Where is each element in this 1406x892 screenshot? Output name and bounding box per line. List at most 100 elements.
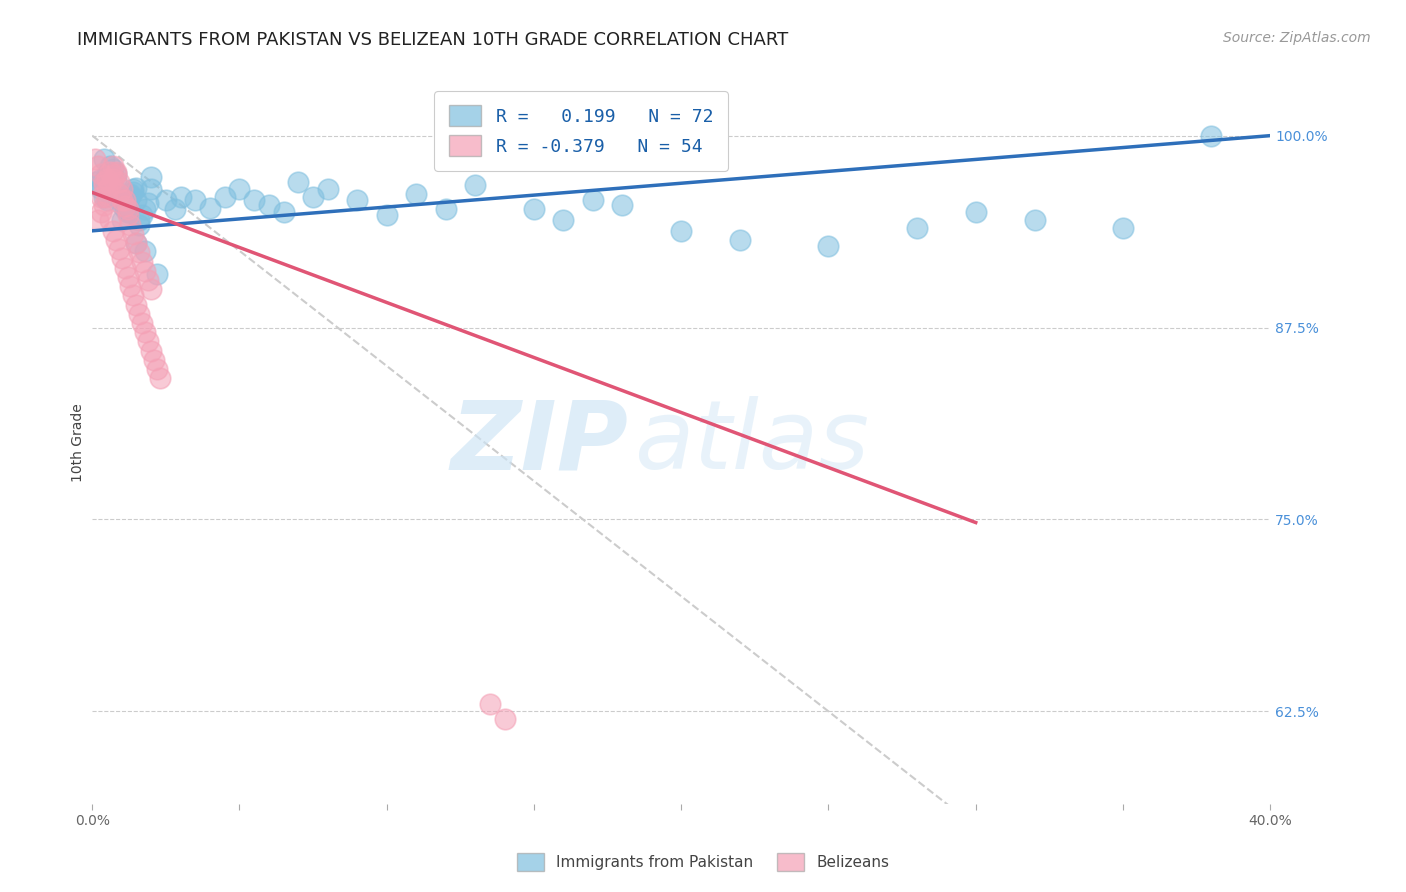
Point	[375, 209, 398, 223]
Point	[120, 279, 142, 293]
Point	[134, 244, 156, 258]
Point	[1201, 128, 1223, 143]
Point	[87, 178, 110, 192]
Point	[125, 236, 148, 251]
Point	[111, 182, 134, 196]
Point	[134, 264, 156, 278]
Point	[128, 245, 150, 260]
Point	[84, 152, 107, 166]
Point	[817, 239, 839, 253]
Point	[107, 186, 129, 201]
Point	[111, 213, 134, 227]
Point	[125, 181, 148, 195]
Point	[120, 188, 142, 202]
Point	[111, 193, 134, 207]
Point	[553, 213, 575, 227]
Point	[104, 233, 127, 247]
Point	[405, 186, 427, 201]
Point	[90, 190, 112, 204]
Point	[98, 178, 121, 192]
Point	[257, 198, 280, 212]
Point	[184, 193, 207, 207]
Point	[155, 193, 177, 207]
Point	[90, 205, 112, 219]
Point	[122, 288, 145, 302]
Point	[101, 162, 124, 177]
Point	[136, 334, 159, 349]
Point	[125, 236, 148, 251]
Point	[93, 175, 115, 189]
Point	[671, 224, 693, 238]
Point	[107, 192, 129, 206]
Point	[98, 186, 121, 201]
Point	[582, 193, 605, 207]
Point	[117, 205, 139, 219]
Point	[125, 297, 148, 311]
Point	[434, 202, 457, 217]
Text: ZIP: ZIP	[450, 396, 628, 489]
Point	[146, 362, 169, 376]
Point	[128, 213, 150, 227]
Point	[93, 190, 115, 204]
Point	[114, 202, 136, 217]
Point	[101, 171, 124, 186]
Point	[214, 190, 236, 204]
Point	[98, 165, 121, 179]
Text: IMMIGRANTS FROM PAKISTAN VS BELIZEAN 10TH GRADE CORRELATION CHART: IMMIGRANTS FROM PAKISTAN VS BELIZEAN 10T…	[77, 31, 789, 49]
Point	[136, 273, 159, 287]
Point	[117, 202, 139, 217]
Point	[494, 712, 516, 726]
Point	[287, 175, 309, 189]
Point	[93, 178, 115, 192]
Point	[90, 171, 112, 186]
Point	[117, 205, 139, 219]
Point	[464, 178, 486, 192]
Point	[98, 159, 121, 173]
Point	[96, 190, 118, 204]
Point	[143, 352, 166, 367]
Point	[96, 182, 118, 196]
Point	[114, 260, 136, 275]
Point	[104, 167, 127, 181]
Point	[1112, 220, 1135, 235]
Point	[107, 242, 129, 256]
Point	[146, 267, 169, 281]
Text: Source: ZipAtlas.com: Source: ZipAtlas.com	[1223, 31, 1371, 45]
Point	[122, 227, 145, 241]
Point	[87, 213, 110, 227]
Point	[114, 199, 136, 213]
Point	[139, 282, 162, 296]
Point	[107, 175, 129, 189]
Point	[1024, 213, 1046, 227]
Point	[125, 193, 148, 207]
Point	[128, 218, 150, 232]
Point	[93, 198, 115, 212]
Y-axis label: 10th Grade: 10th Grade	[72, 403, 86, 482]
Point	[114, 193, 136, 207]
Point	[243, 193, 266, 207]
Point	[117, 194, 139, 209]
Point	[198, 201, 221, 215]
Point	[90, 182, 112, 196]
Point	[139, 343, 162, 358]
Text: atlas: atlas	[634, 396, 869, 489]
Point	[128, 307, 150, 321]
Point	[302, 190, 325, 204]
Point	[131, 254, 153, 268]
Point	[122, 182, 145, 196]
Point	[98, 213, 121, 227]
Point	[96, 167, 118, 181]
Point	[139, 182, 162, 196]
Point	[136, 196, 159, 211]
Point	[90, 167, 112, 181]
Point	[117, 269, 139, 284]
Point	[316, 182, 339, 196]
Point	[612, 198, 634, 212]
Point	[728, 233, 751, 247]
Point	[228, 182, 250, 196]
Point	[107, 190, 129, 204]
Point	[149, 371, 172, 385]
Point	[120, 218, 142, 232]
Point	[93, 176, 115, 190]
Point	[104, 167, 127, 181]
